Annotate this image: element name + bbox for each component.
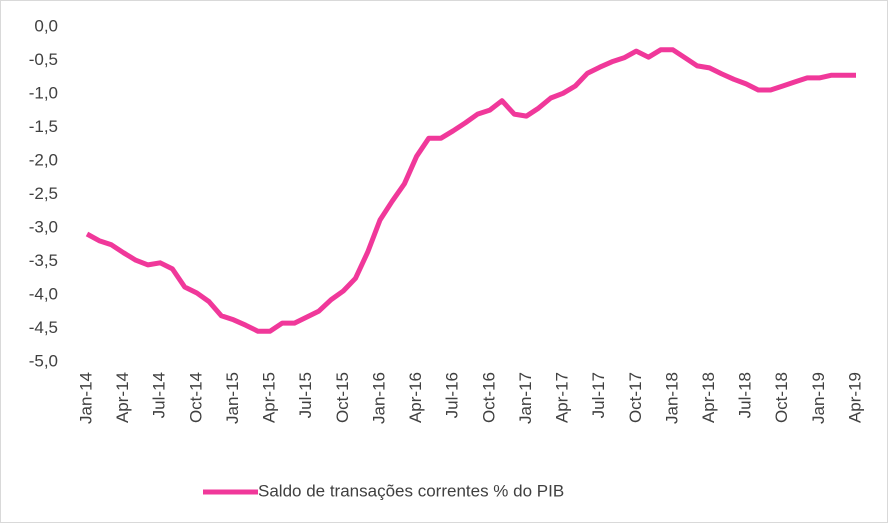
x-tick-label: Jul-16 [443,372,462,418]
x-tick-label: Apr-17 [553,372,572,423]
x-tick-label: Oct-18 [772,372,791,423]
x-tick-label: Jan-17 [516,372,535,424]
y-tick-label: -1,5 [29,117,58,136]
x-tick-label: Apr-15 [260,372,279,423]
x-tick-label: Oct-16 [479,372,498,423]
y-tick-label: -1,0 [29,83,58,102]
y-tick-label: -4,0 [29,284,58,303]
y-tick-label: -2,0 [29,150,58,169]
x-tick-label: Apr-18 [699,372,718,423]
y-tick-label: -4,5 [29,318,58,337]
legend-label: Saldo de transações correntes % do PIB [258,481,564,500]
x-tick-label: Jan-19 [809,372,828,424]
x-tick-label: Jan-15 [223,372,242,424]
x-tick-label: Jul-18 [736,372,755,418]
x-tick-label: Jul-17 [589,372,608,418]
x-tick-label: Apr-14 [113,372,132,423]
x-tick-label: Apr-19 [845,372,864,423]
y-tick-label: -2,5 [29,184,58,203]
x-tick-label: Jul-14 [150,372,169,418]
x-tick-label: Jan-18 [662,372,681,424]
x-tick-label: Jan-14 [76,372,95,424]
y-tick-label: -0,5 [29,50,58,69]
x-tick-label: Apr-16 [406,372,425,423]
line-series [85,47,856,334]
y-tick-label: -3,5 [29,251,58,270]
y-tick-label: -3,0 [29,217,58,236]
x-tick-label: Jan-16 [369,372,388,424]
x-tick-label: Oct-14 [186,372,205,423]
x-tick-label: Oct-15 [333,372,352,423]
y-tick-label: -5,0 [29,351,58,370]
x-tick-label: Oct-17 [626,372,645,423]
y-tick-label: 0,0 [34,16,58,35]
x-tick-label: Jul-15 [296,372,315,418]
